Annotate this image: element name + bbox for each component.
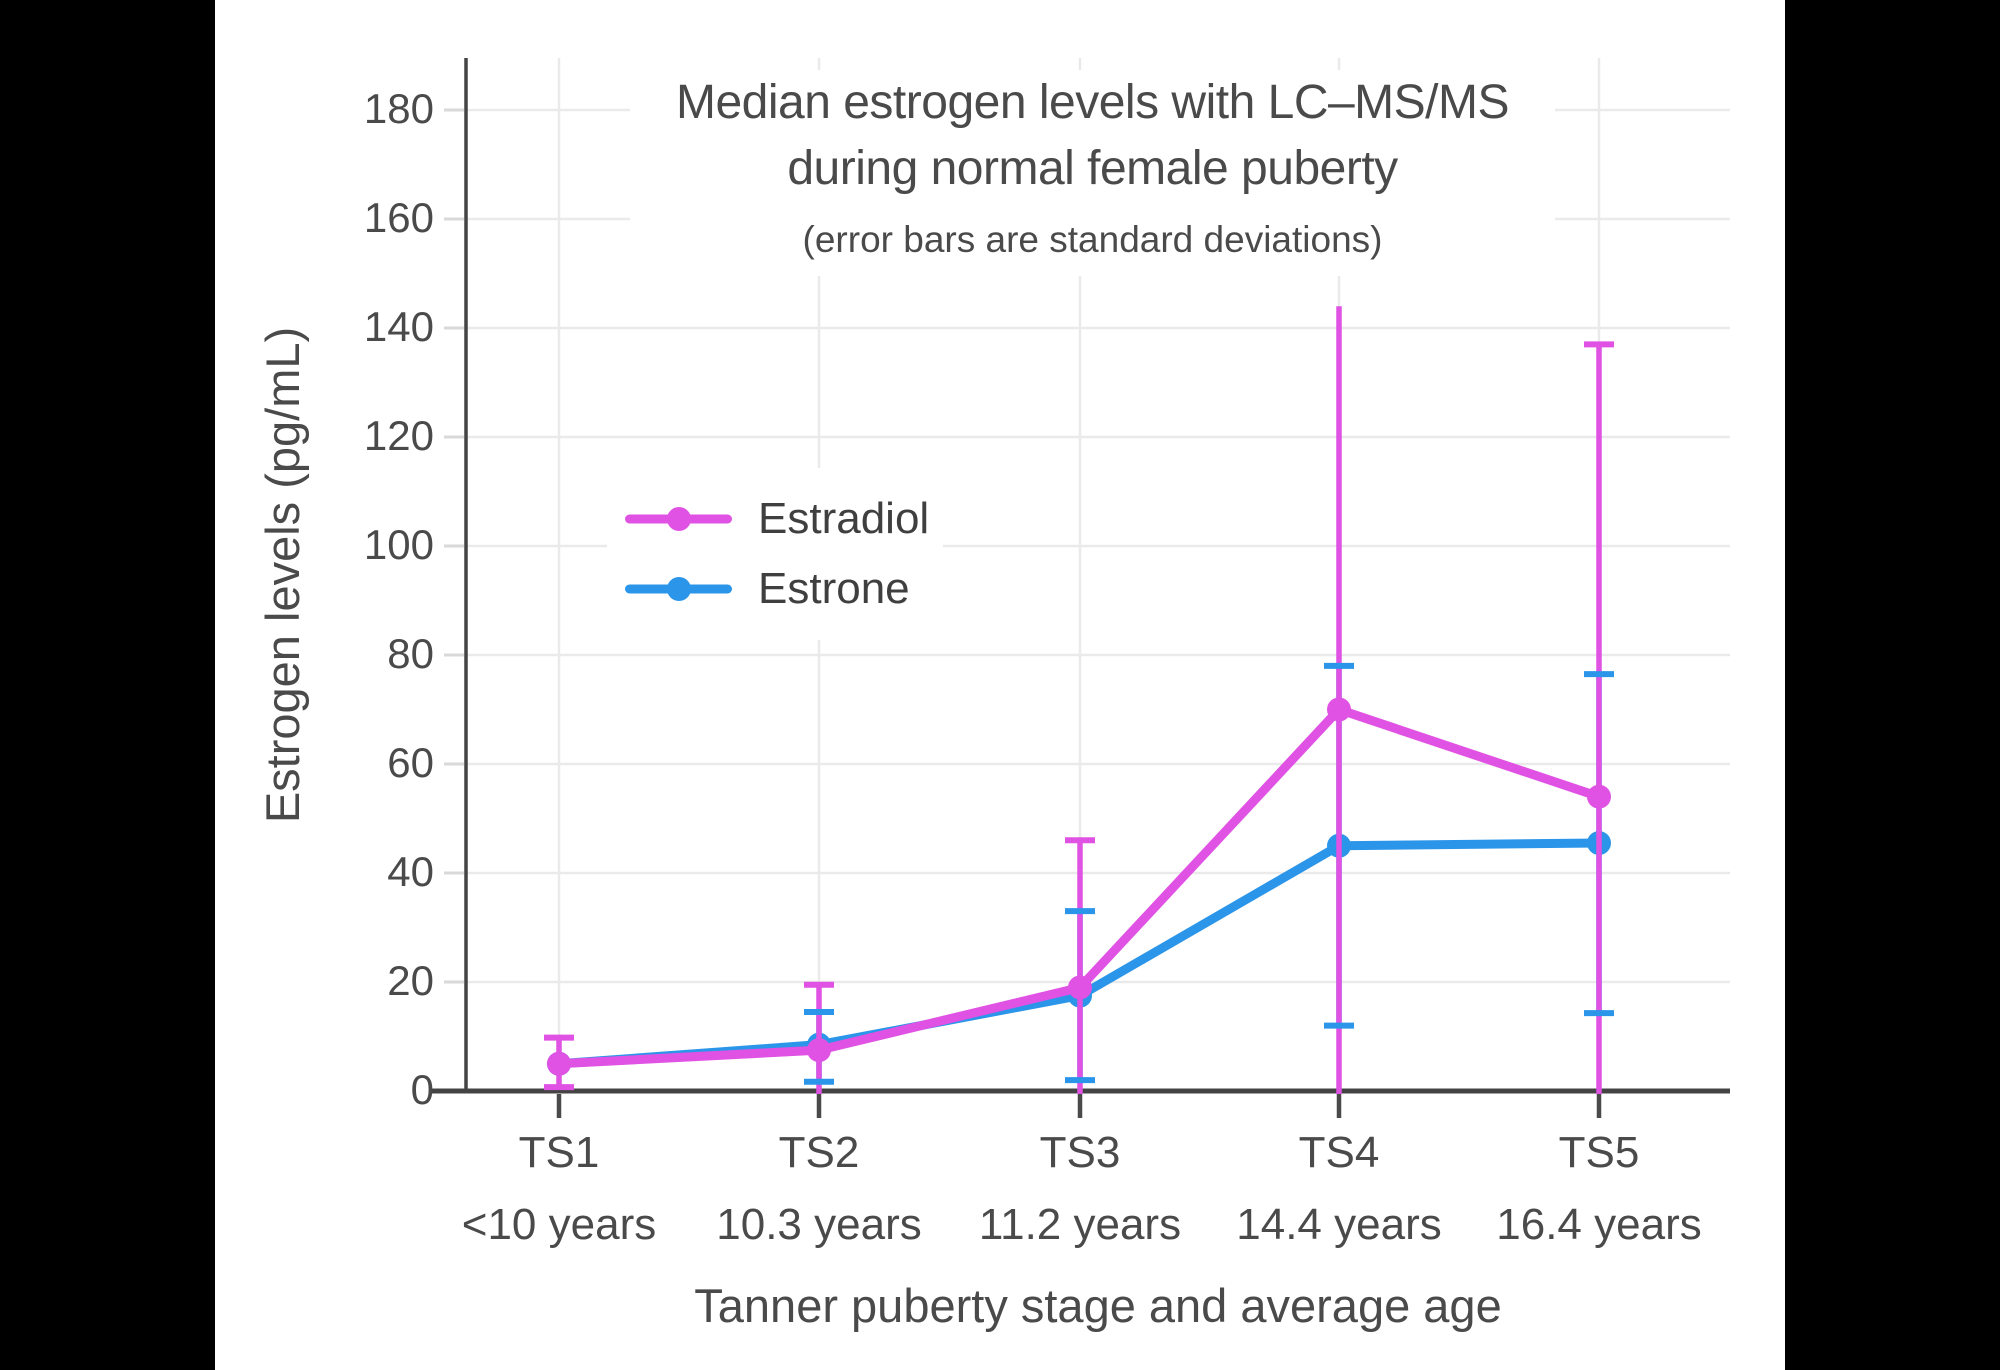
estradiol-marker-TS5 [1587, 784, 1611, 809]
black-bar-left [0, 0, 215, 1370]
estradiol-marker-TS4 [1327, 697, 1351, 722]
chart-panel [215, 0, 1785, 1370]
black-bar-right [1785, 0, 2000, 1370]
estradiol-marker-TS3 [1068, 975, 1092, 1000]
estradiol-marker-TS2 [807, 1038, 831, 1063]
estradiol-marker-TS1 [547, 1051, 571, 1076]
